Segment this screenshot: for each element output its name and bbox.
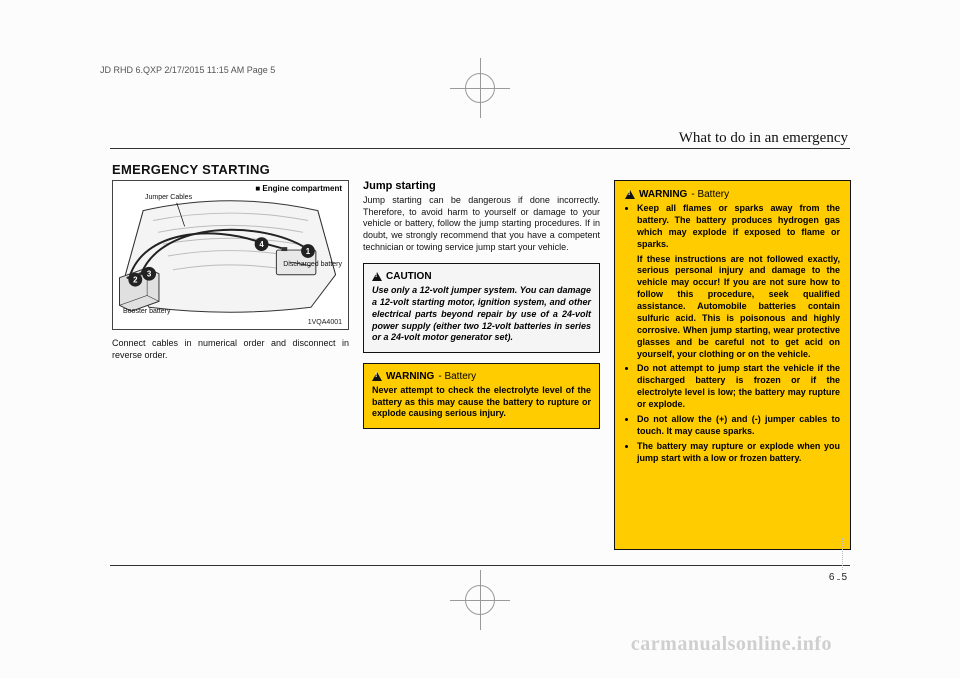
warning-triangle-icon <box>372 272 382 281</box>
warning-large-body: Keep all flames or sparks away from the … <box>625 203 840 464</box>
content-columns: ■ Engine compartment <box>112 180 852 550</box>
warning-subtitle: - Battery <box>438 371 476 382</box>
warning-label: WARNING <box>386 371 434 382</box>
header-meta: JD RHD 6.QXP 2/17/2015 11:15 AM Page 5 <box>100 65 275 75</box>
list-item: Do not attempt to jump start the vehicle… <box>637 363 840 411</box>
warning-large-title: WARNING - Battery <box>625 189 840 200</box>
section-title: What to do in an emergency <box>679 130 848 147</box>
warning-triangle-icon <box>372 372 382 381</box>
manual-page: JD RHD 6.QXP 2/17/2015 11:15 AM Page 5 W… <box>0 0 960 678</box>
warning-subtitle: - Battery <box>691 189 729 200</box>
list-item: Do not allow the (+) and (-) jumper cabl… <box>637 414 840 438</box>
dotted-leader <box>842 538 843 570</box>
warning-large-list: Do not attempt to jump start the vehicle… <box>625 363 840 464</box>
column-2: Jump starting Jump starting can be dange… <box>363 180 600 550</box>
page-in-chapter: 5 <box>841 572 848 583</box>
svg-text:1: 1 <box>306 247 311 256</box>
column-1: ■ Engine compartment <box>112 180 349 550</box>
booster-battery-caption: Booster battery <box>123 308 170 315</box>
warning-large-box: WARNING - Battery Keep all flames or spa… <box>614 180 851 550</box>
warning-small-body: Never attempt to check the electrolyte l… <box>372 385 591 420</box>
page-number: 65 <box>829 571 848 583</box>
warning-label: WARNING <box>639 189 687 200</box>
jump-start-diagram-svg: 1 2 3 4 <box>113 181 348 329</box>
engine-compartment-figure: ■ Engine compartment <box>112 180 349 330</box>
chapter-number: 6 <box>829 572 836 583</box>
jump-starting-subhead: Jump starting <box>363 180 600 192</box>
list-item: The battery may rupture or explode when … <box>637 441 840 465</box>
caution-title: CAUTION <box>372 271 591 282</box>
warning-triangle-icon <box>625 190 635 199</box>
registration-mark-bottom <box>450 570 510 630</box>
registration-mark-top <box>450 58 510 118</box>
page-heading: EMERGENCY STARTING <box>112 162 270 177</box>
caution-label: CAUTION <box>386 271 432 282</box>
discharged-battery-caption: Discharged battery <box>283 261 342 268</box>
horizontal-rule-bottom <box>110 565 850 566</box>
figure-id: 1VQA4001 <box>308 319 342 326</box>
warning-large-list: Keep all flames or sparks away from the … <box>625 203 840 251</box>
svg-text:2: 2 <box>133 276 138 285</box>
warning-small-title: WARNING - Battery <box>372 371 591 382</box>
horizontal-rule-top <box>110 148 850 149</box>
caution-box: CAUTION Use only a 12-volt jumper system… <box>363 263 600 352</box>
svg-text:4: 4 <box>259 240 264 249</box>
column-3: WARNING - Battery Keep all flames or spa… <box>614 180 851 550</box>
jumper-cables-caption: Jumper Cables <box>145 194 192 201</box>
col1-body: Connect cables in numerical order and di… <box>112 338 349 361</box>
caution-body: Use only a 12-volt jumper system. You ca… <box>372 285 591 343</box>
list-item: Keep all flames or sparks away from the … <box>637 203 840 251</box>
list-item-continuation: If these instructions are not followed e… <box>625 254 840 361</box>
warning-small-box: WARNING - Battery Never attempt to check… <box>363 363 600 429</box>
jump-starting-body: Jump starting can be dangerous if done i… <box>363 195 600 253</box>
svg-text:3: 3 <box>147 270 152 279</box>
watermark: carmanualsonline.info <box>631 633 832 656</box>
